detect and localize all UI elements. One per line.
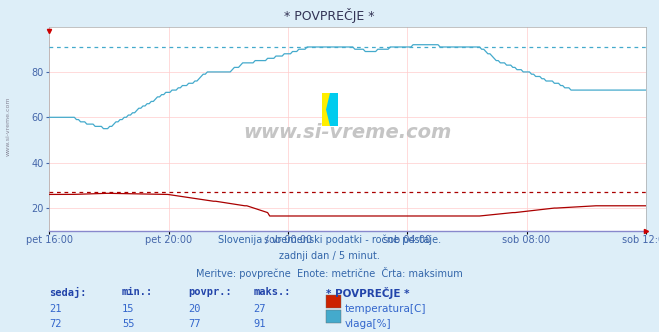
Text: Meritve: povprečne  Enote: metrične  Črta: maksimum: Meritve: povprečne Enote: metrične Črta:… (196, 267, 463, 279)
Text: 72: 72 (49, 319, 62, 329)
Text: sedaj:: sedaj: (49, 287, 87, 298)
Text: Slovenija / vremenski podatki - ročne postaje.: Slovenija / vremenski podatki - ročne po… (218, 234, 441, 245)
Text: 91: 91 (254, 319, 266, 329)
Text: 27: 27 (254, 304, 266, 314)
Text: 55: 55 (122, 319, 134, 329)
Text: www.si-vreme.com: www.si-vreme.com (243, 123, 452, 142)
Text: temperatura[C]: temperatura[C] (345, 304, 426, 314)
Text: zadnji dan / 5 minut.: zadnji dan / 5 minut. (279, 251, 380, 261)
Text: www.si-vreme.com: www.si-vreme.com (5, 96, 11, 156)
Polygon shape (322, 93, 338, 126)
Text: * POVPREČJE *: * POVPREČJE * (284, 8, 375, 23)
Text: 21: 21 (49, 304, 62, 314)
Polygon shape (322, 93, 330, 126)
Text: * POVPREČJE *: * POVPREČJE * (326, 287, 410, 299)
Text: 20: 20 (188, 304, 200, 314)
Text: vlaga[%]: vlaga[%] (345, 319, 391, 329)
Text: povpr.:: povpr.: (188, 287, 231, 297)
Text: 15: 15 (122, 304, 134, 314)
Polygon shape (322, 93, 338, 126)
Text: min.:: min.: (122, 287, 153, 297)
Text: 77: 77 (188, 319, 200, 329)
Text: maks.:: maks.: (254, 287, 291, 297)
